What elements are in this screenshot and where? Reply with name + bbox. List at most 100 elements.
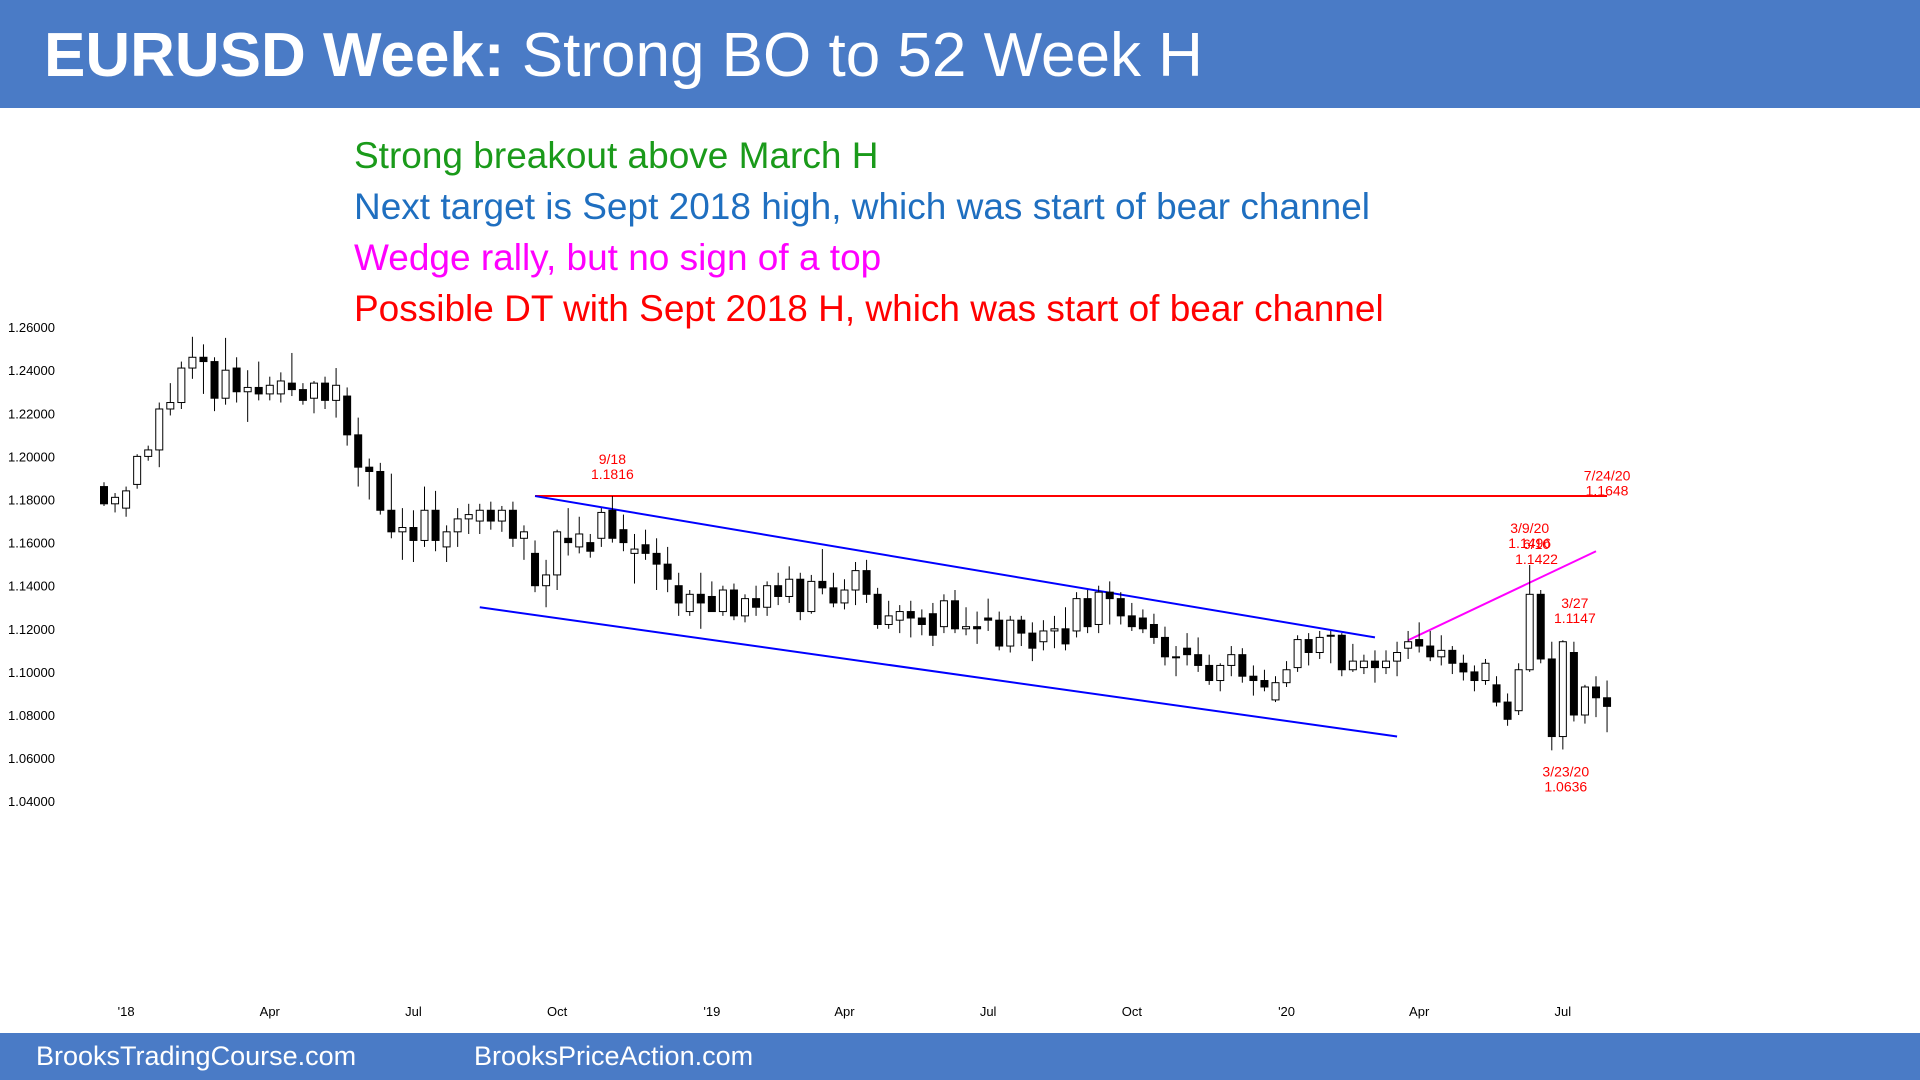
candle-body — [1514, 669, 1523, 712]
candle-body — [1105, 591, 1114, 600]
note-line-4: Possible DT with Sept 2018 H, which was … — [354, 288, 1384, 329]
annotation-price: 1.2555 — [171, 320, 214, 323]
candle-body — [1061, 628, 1070, 645]
candle-body — [453, 518, 462, 533]
candle-body — [984, 617, 993, 621]
candle-body — [1459, 662, 1468, 673]
candle-body — [1094, 591, 1103, 625]
y-tick-label: 1.04000 — [8, 794, 55, 809]
candle-body — [221, 369, 230, 399]
annotation-price: 1.1496 — [1508, 535, 1551, 551]
y-tick-label: 1.24000 — [8, 363, 55, 378]
annotation-date: 3/23/20 — [1542, 763, 1589, 779]
candle-body — [1536, 593, 1545, 660]
candle-body — [586, 542, 595, 552]
candle-body — [376, 470, 385, 511]
annotation-date: 3/27 — [1561, 595, 1588, 611]
candle-body — [1415, 639, 1424, 647]
candle-body — [752, 598, 761, 608]
x-tick-label: Apr — [1409, 1004, 1430, 1019]
candle-body — [122, 490, 131, 509]
candle-body — [995, 619, 1004, 647]
candle-body — [365, 466, 374, 472]
candle-body — [519, 531, 528, 539]
candle-body — [199, 356, 208, 363]
annotation-date: 6/10 — [1523, 536, 1550, 552]
candle-body — [1370, 660, 1379, 669]
x-tick-label: Jul — [405, 1004, 422, 1019]
candle-body — [155, 408, 164, 451]
page-title: EURUSD Week: Strong BO to 52 Week H — [44, 18, 1203, 94]
y-tick-label: 1.08000 — [8, 708, 55, 723]
channel-top-line — [534, 495, 1376, 639]
candle-body — [321, 382, 330, 401]
y-tick-label: 1.16000 — [8, 536, 55, 551]
candle-body — [1492, 684, 1501, 703]
candle-body — [884, 615, 893, 625]
candle-body — [807, 580, 816, 613]
x-tick-label: Jul — [980, 1004, 997, 1019]
wedge-line — [1407, 550, 1597, 642]
candle-body — [1293, 639, 1302, 669]
annotation-price: 1.0636 — [1544, 778, 1587, 794]
x-tick-label: Apr — [260, 1004, 281, 1019]
candle-body — [1227, 654, 1236, 666]
candle-body — [1426, 645, 1435, 658]
annotation-price: 1.1422 — [1515, 551, 1558, 567]
candle-body — [873, 593, 882, 625]
candle-body — [1603, 697, 1612, 707]
candle-body — [1083, 598, 1092, 628]
footer-link-left[interactable]: BrooksTradingCourse.com — [36, 1041, 357, 1071]
candle-body — [431, 509, 440, 541]
candle-body — [1337, 634, 1346, 671]
candle-body — [1216, 664, 1225, 682]
candle-body — [962, 626, 971, 630]
candle-body — [718, 589, 727, 613]
candle-body — [497, 509, 506, 522]
candle-body — [663, 563, 672, 580]
candle-body — [1359, 660, 1368, 669]
candle-body — [1160, 636, 1169, 658]
candle-body — [840, 589, 849, 604]
candle-body — [387, 509, 396, 533]
candle-body — [741, 598, 750, 617]
candle-body — [862, 570, 871, 595]
candle-body — [265, 384, 274, 395]
candle-body — [1260, 680, 1269, 688]
y-tick-label: 1.26000 — [8, 320, 55, 335]
candle-body — [166, 402, 175, 410]
candle-body — [100, 486, 108, 505]
candle-body — [133, 455, 142, 485]
candle-body — [354, 434, 363, 468]
candle-body — [343, 395, 352, 436]
x-tick-label: '20 — [1278, 1004, 1295, 1019]
candle-body — [177, 367, 186, 404]
candle-body — [906, 611, 915, 619]
candle-body — [1138, 617, 1147, 630]
candle-body — [785, 578, 794, 597]
candle-body — [553, 531, 562, 576]
candle-body — [917, 617, 926, 625]
candle-body — [1172, 656, 1181, 659]
candle-body — [1481, 662, 1490, 682]
channel-bottom-line — [479, 606, 1398, 738]
candle-body — [939, 600, 948, 628]
annotation-price: 1.1816 — [591, 466, 634, 482]
candle-body — [111, 496, 120, 505]
candle-body — [1238, 654, 1247, 677]
candle-body — [608, 509, 617, 539]
annotation-date: 3/9/20 — [1510, 520, 1549, 536]
candle-body — [464, 514, 473, 520]
candle-body — [243, 386, 252, 393]
candle-body — [1592, 686, 1600, 699]
candle-body — [1393, 652, 1402, 662]
note-line-3: Wedge rally, but no sign of a top — [354, 237, 882, 278]
candle-body — [1448, 649, 1457, 664]
candle-body — [674, 585, 683, 604]
y-tick-label: 1.06000 — [8, 751, 55, 766]
candle-body — [729, 589, 738, 617]
footer-link-right[interactable]: BrooksPriceAction.com — [474, 1041, 754, 1071]
annotation-price: 1.1648 — [1586, 482, 1629, 498]
candle-body — [475, 509, 484, 522]
title-symbol: EURUSD Week: — [44, 21, 505, 90]
